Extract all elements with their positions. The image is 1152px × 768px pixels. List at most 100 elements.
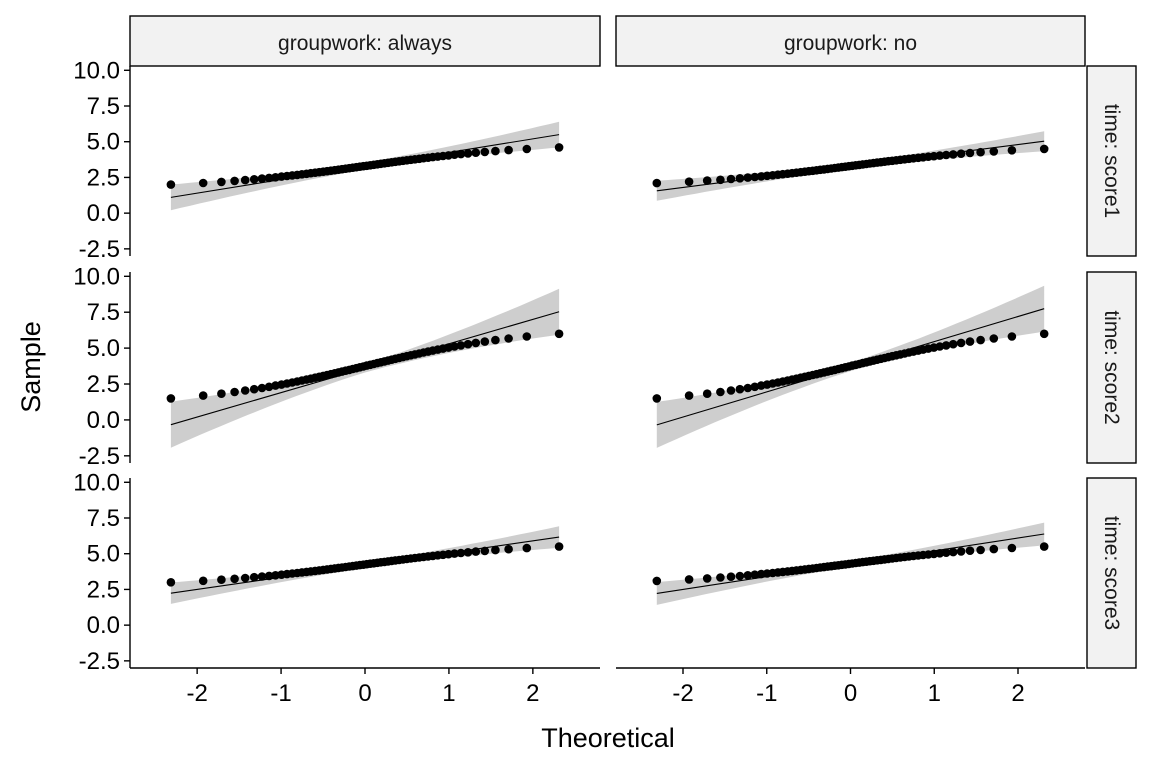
axes: -2.50.02.55.07.510.0-2.50.02.55.07.510.0… [73, 57, 1085, 707]
sample-point [504, 544, 513, 554]
x-tick-label: -2 [672, 680, 693, 707]
sample-point [240, 386, 250, 395]
sample-point [743, 383, 753, 393]
y-tick-label: -2.5 [79, 648, 120, 675]
sample-point [726, 572, 736, 581]
sample-point [989, 147, 999, 156]
column-strip-box [129, 15, 601, 67]
sample-point [264, 173, 274, 183]
facet-strips: groupwork: always groupwork: no time: scor… [129, 15, 1137, 669]
sample-point [249, 572, 259, 582]
y-tick-label: 0.0 [87, 612, 120, 639]
sample-point [217, 575, 226, 584]
sample-point [491, 545, 500, 555]
sample-point [1007, 332, 1017, 341]
sample-point [463, 548, 473, 557]
row-strip-box [1086, 477, 1137, 669]
column-strip-1: groupwork: no [615, 15, 1086, 67]
sample-point [480, 546, 490, 556]
sample-point [217, 177, 226, 187]
panel-r0-c1 [652, 131, 1049, 201]
facet-panels [166, 121, 1049, 605]
y-tick-label: 7.5 [87, 299, 120, 326]
sample-point [965, 337, 975, 346]
x-tick-label: 0 [358, 680, 371, 707]
sample-point [554, 329, 564, 339]
y-axis-r0: -2.5 0.0 2.5 5.0 7.5 10.0 [73, 57, 131, 263]
y-tick-label: 10.0 [73, 263, 120, 290]
sample-point [935, 549, 945, 558]
sample-point [463, 339, 473, 349]
sample-point [230, 574, 239, 584]
sample-point [941, 341, 951, 350]
sample-point [240, 175, 250, 185]
y-tick-label: -2.5 [79, 443, 120, 470]
sample-point [965, 546, 975, 555]
sample-point [257, 572, 267, 581]
panel-r0-c0 [166, 121, 564, 211]
x-tick-label: -1 [270, 680, 291, 707]
x-axis-c1: -2 -1 0 1 2 [616, 667, 1085, 707]
sample-point [935, 342, 945, 351]
panel-r2-c1 [652, 522, 1049, 605]
sample-point [471, 148, 481, 157]
sample-point [948, 339, 958, 349]
y-tick-label: -2.5 [79, 236, 120, 263]
x-axis-c0: -2 -1 0 1 2 [130, 667, 600, 707]
sample-point [743, 173, 753, 182]
sample-point [166, 180, 176, 189]
column-strip-label: groupwork: no [784, 32, 917, 55]
sample-point [522, 543, 532, 553]
sample-point [716, 387, 725, 397]
sample-point [976, 147, 985, 157]
row-strip-1: time: score2 [1086, 271, 1137, 464]
row-strip-label: time: score1 [1100, 104, 1123, 218]
sample-point [716, 573, 725, 582]
x-tick-label: 1 [928, 680, 941, 707]
sample-point [1039, 542, 1049, 551]
sample-point [743, 571, 753, 580]
sample-point [652, 394, 662, 403]
sample-point [257, 383, 267, 393]
sample-point [948, 150, 958, 159]
sample-point [750, 382, 760, 392]
sample-point [456, 149, 466, 159]
x-tick-label: 2 [526, 680, 539, 707]
column-strip-box [615, 15, 1086, 67]
x-tick-label: -2 [186, 680, 207, 707]
panel-r1-c1 [652, 285, 1049, 448]
sample-point [735, 384, 745, 394]
sample-point [522, 144, 532, 154]
sample-point [1007, 146, 1017, 155]
sample-point [450, 150, 459, 159]
sample-point [652, 178, 662, 188]
y-tick-label: 2.5 [87, 164, 120, 191]
x-tick-label: 2 [1011, 680, 1024, 707]
y-tick-label: 7.5 [87, 505, 120, 532]
sample-point [504, 334, 513, 343]
sample-point [264, 382, 274, 392]
sample-point [652, 576, 662, 586]
sample-point [257, 174, 267, 183]
sample-point [166, 394, 176, 403]
sample-point [965, 148, 975, 158]
sample-point [726, 174, 736, 184]
sample-point [471, 547, 481, 556]
sample-point [463, 149, 473, 158]
y-tick-label: 5.0 [87, 335, 120, 362]
sample-point [554, 542, 564, 551]
sample-point [989, 544, 999, 554]
sample-point [976, 335, 985, 345]
sample-point [554, 143, 564, 152]
sample-point [976, 545, 985, 555]
sample-point [230, 176, 239, 186]
sample-point [198, 391, 208, 400]
sample-point [735, 571, 745, 581]
sample-point [684, 391, 694, 400]
sample-point [750, 570, 760, 579]
panel-r2-c0 [166, 526, 564, 604]
sample-point [240, 573, 250, 583]
sample-point [1039, 329, 1049, 339]
y-axis-r2: -2.5 0.0 2.5 5.0 7.5 10.0 [73, 469, 131, 675]
sample-point [750, 172, 760, 182]
